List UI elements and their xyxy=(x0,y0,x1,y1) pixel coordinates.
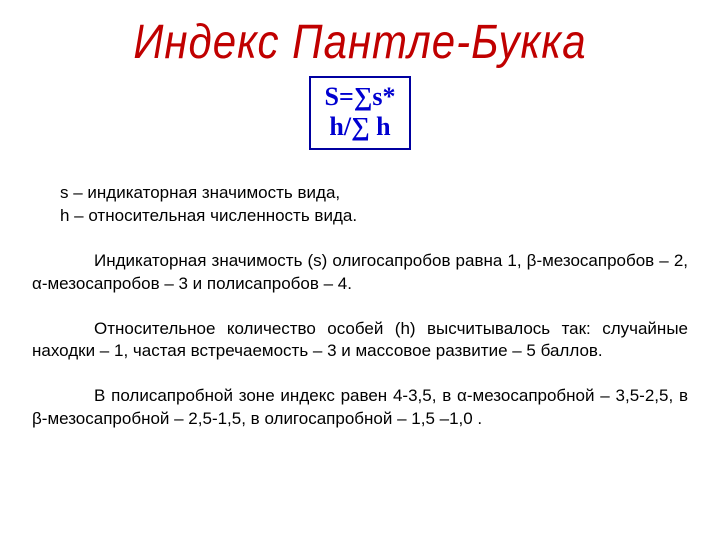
formula-line-2: h/∑ h xyxy=(325,112,396,142)
paragraph-2-text: Относительное количество особей (h) высч… xyxy=(32,319,688,361)
formula-line-1: S=∑s* xyxy=(325,82,396,112)
paragraph-2: Относительное количество особей (h) высч… xyxy=(32,318,688,364)
paragraph-1-text: Индикаторная значимость (s) олигосапробо… xyxy=(32,251,688,293)
definition-h: h – относительная численность вида. xyxy=(32,205,688,228)
definition-s: s – индикаторная значимость вида, xyxy=(32,182,688,205)
paragraph-3-text: В полисапробной зоне индекс равен 4-3,5,… xyxy=(32,386,688,428)
paragraph-3: В полисапробной зоне индекс равен 4-3,5,… xyxy=(32,385,688,431)
formula-container: S=∑s* h/∑ h xyxy=(0,66,720,150)
formula-box: S=∑s* h/∑ h xyxy=(309,76,412,150)
page-title: Индекс Пантле-Букка xyxy=(0,14,720,69)
content-area: s – индикаторная значимость вида, h – от… xyxy=(0,182,720,432)
paragraph-1: Индикаторная значимость (s) олигосапробо… xyxy=(32,250,688,296)
